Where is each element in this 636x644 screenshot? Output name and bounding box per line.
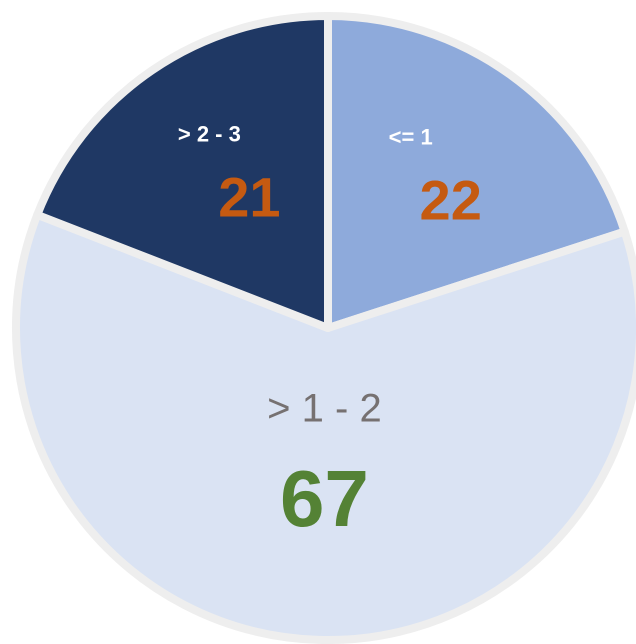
pie-slice	[33, 12, 332, 332]
slice-category-label: > 2 - 3	[178, 122, 241, 147]
slice-category-label: <= 1	[389, 124, 433, 149]
slice-value-label: 67	[280, 454, 369, 543]
pie-slice	[324, 12, 629, 332]
slice-value-label: 21	[218, 166, 280, 229]
pie-slice	[12, 210, 636, 644]
slice-value-label: 22	[420, 168, 482, 231]
slice-category-label: > 1 - 2	[267, 386, 382, 430]
